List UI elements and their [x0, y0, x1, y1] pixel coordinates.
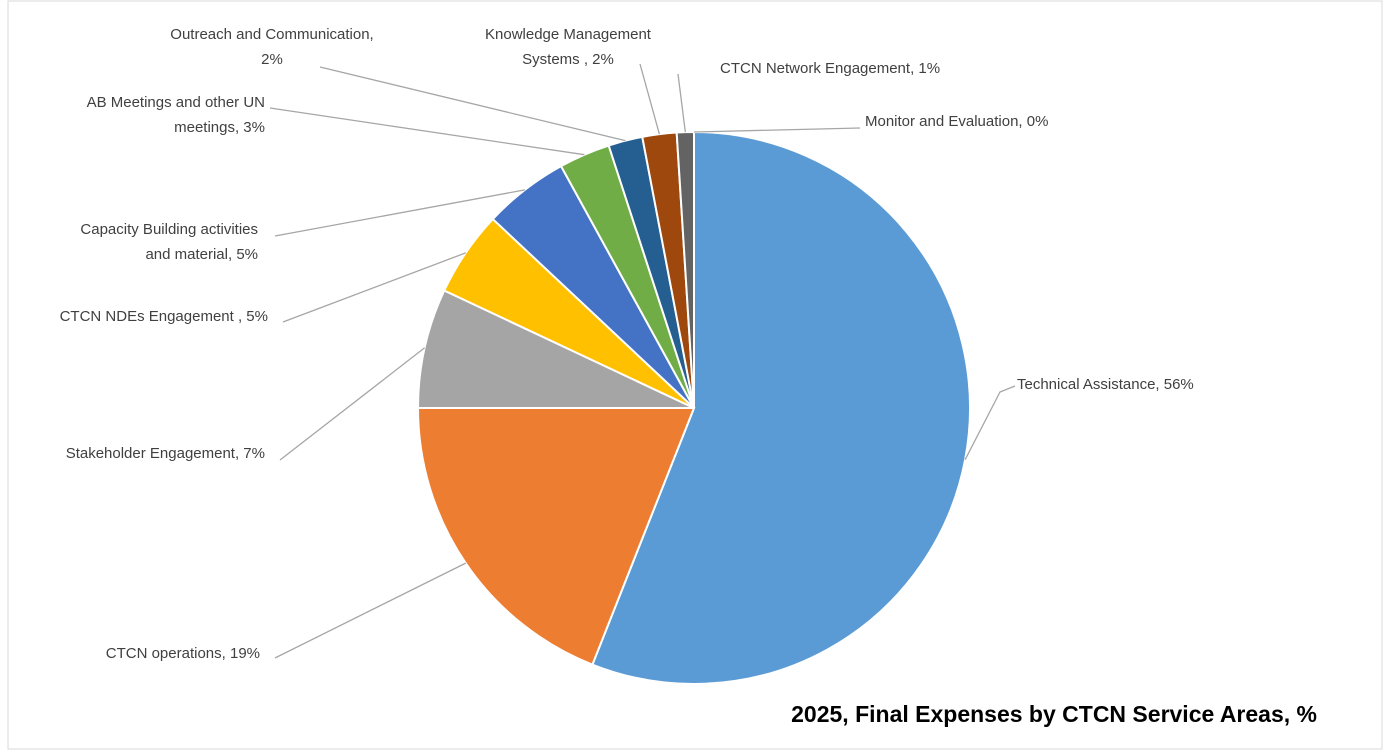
leader-line [693, 127, 861, 133]
data-label: Technical Assistance, 56% [1017, 376, 1194, 393]
leader-line [964, 385, 1016, 461]
data-label: 2% [261, 51, 283, 68]
data-label: AB Meetings and other UN [87, 94, 265, 111]
leader-line [269, 107, 585, 156]
data-label: CTCN Network Engagement, 1% [720, 60, 940, 77]
leader-line [274, 189, 525, 237]
data-label: Knowledge Management [485, 26, 652, 43]
data-label: Capacity Building activities [80, 221, 258, 238]
data-label: Monitor and Evaluation, 0% [865, 113, 1048, 130]
data-label: Outreach and Communication, [170, 26, 373, 43]
leader-line [639, 63, 661, 135]
data-label: meetings, 3% [174, 119, 265, 136]
data-label: Stakeholder Engagement, 7% [66, 445, 265, 462]
data-label: CTCN NDEs Engagement , 5% [60, 308, 268, 325]
leader-line [279, 347, 426, 461]
leader-line [282, 252, 466, 323]
leader-line [319, 66, 626, 142]
leader-line [677, 73, 686, 133]
pie-slice [416, 289, 695, 409]
data-label: and material, 5% [145, 246, 258, 263]
pie-slice [591, 130, 971, 685]
leader-line [274, 562, 467, 659]
data-label: CTCN operations, 19% [106, 645, 260, 662]
data-label: Systems , 2% [522, 51, 614, 68]
pie-slice [416, 407, 696, 666]
chart-title: 2025, Final Expenses by CTCN Service Are… [791, 701, 1317, 727]
